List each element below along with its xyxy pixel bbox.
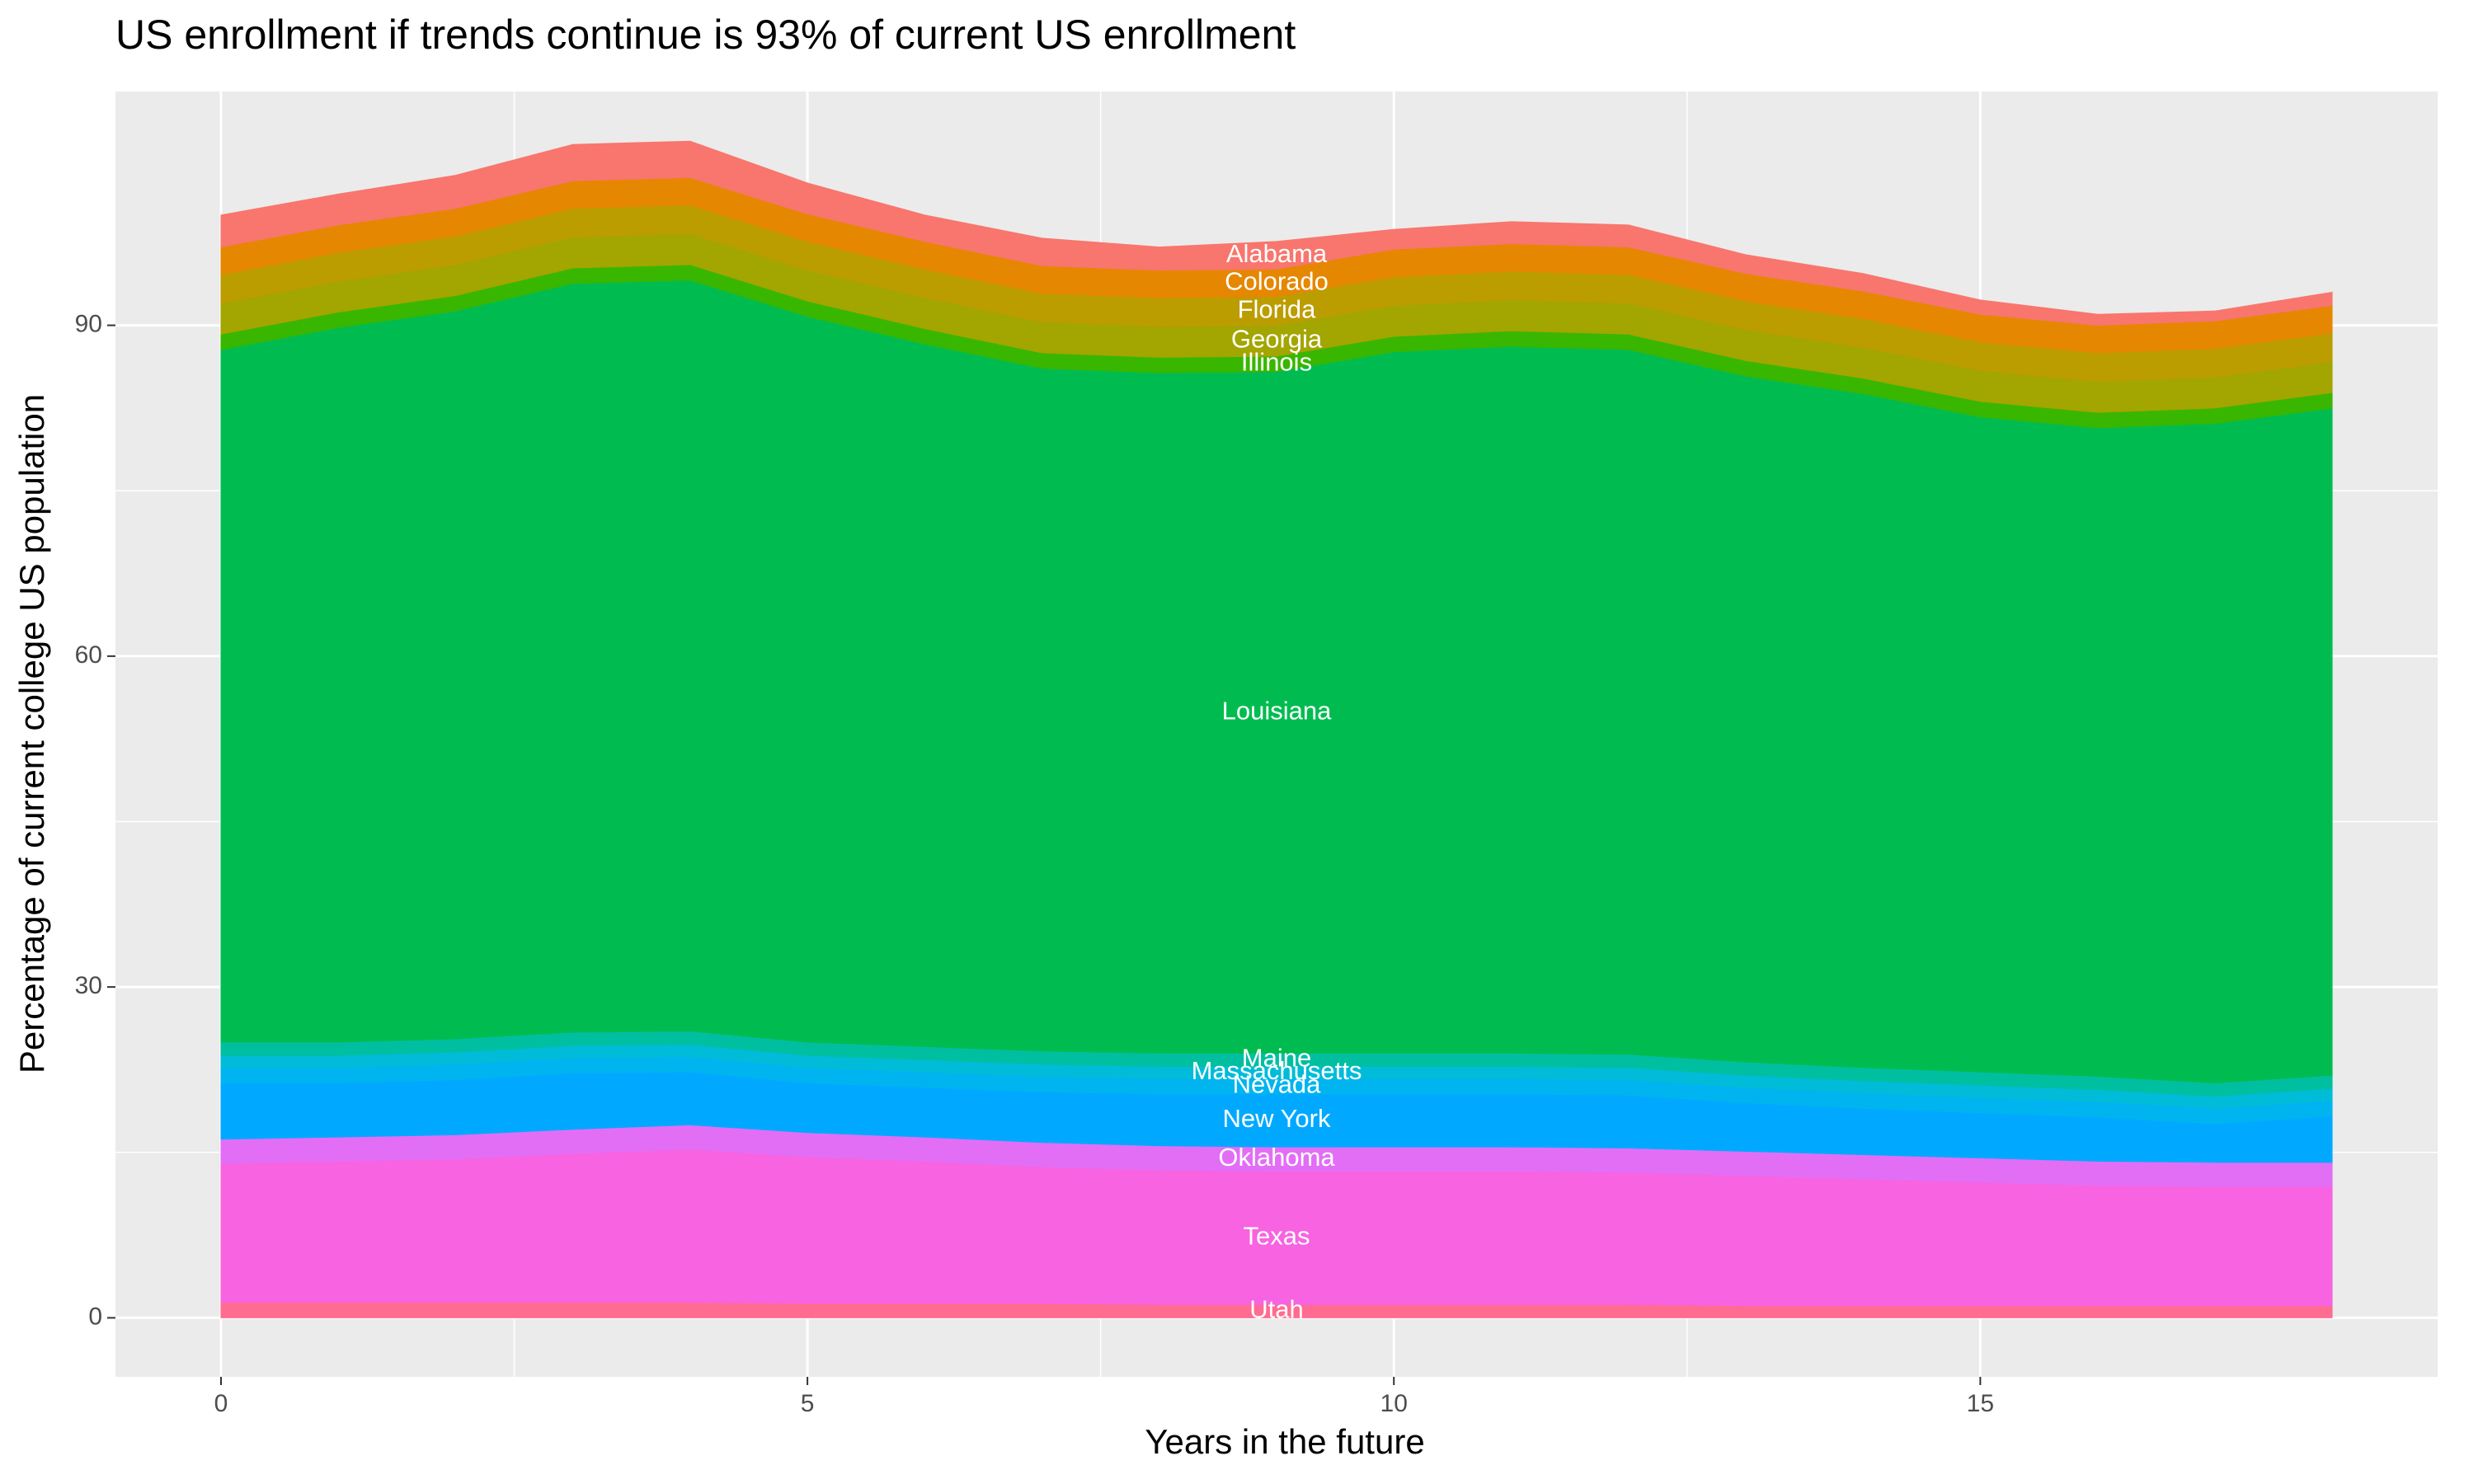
area-label: Utah [1249, 1295, 1303, 1324]
area-label: Florida [1238, 294, 1317, 323]
x-tick-label: 0 [214, 1390, 228, 1417]
area-label: Georgia [1231, 324, 1323, 353]
area [220, 140, 2333, 326]
area-label: Louisiana [1222, 696, 1332, 725]
x-tick-label: 15 [1967, 1390, 1994, 1417]
area-label: Nevada [1233, 1070, 1322, 1099]
area-label: Massachusetts [1192, 1056, 1362, 1085]
area-label: Maine [1242, 1044, 1311, 1073]
chart-title: US enrollment if trends continue is 93% … [115, 12, 1296, 58]
y-tick-label: 90 [75, 310, 102, 337]
x-tick-label: 10 [1380, 1390, 1408, 1417]
area-label: New York [1223, 1104, 1331, 1133]
y-tick-label: 60 [75, 641, 102, 669]
y-tick-label: 0 [88, 1303, 102, 1330]
area-label: Colorado [1225, 266, 1329, 295]
area-label: Oklahoma [1218, 1143, 1335, 1172]
y-axis-title: Percentage of current college US populat… [12, 394, 51, 1073]
area-label: Texas [1244, 1222, 1310, 1251]
area-label: Illinois [1241, 348, 1312, 377]
area-label: Alabama [1226, 239, 1328, 268]
x-tick-label: 5 [801, 1390, 815, 1417]
y-tick-label: 30 [75, 972, 102, 999]
x-axis-title: Years in the future [1145, 1422, 1424, 1461]
